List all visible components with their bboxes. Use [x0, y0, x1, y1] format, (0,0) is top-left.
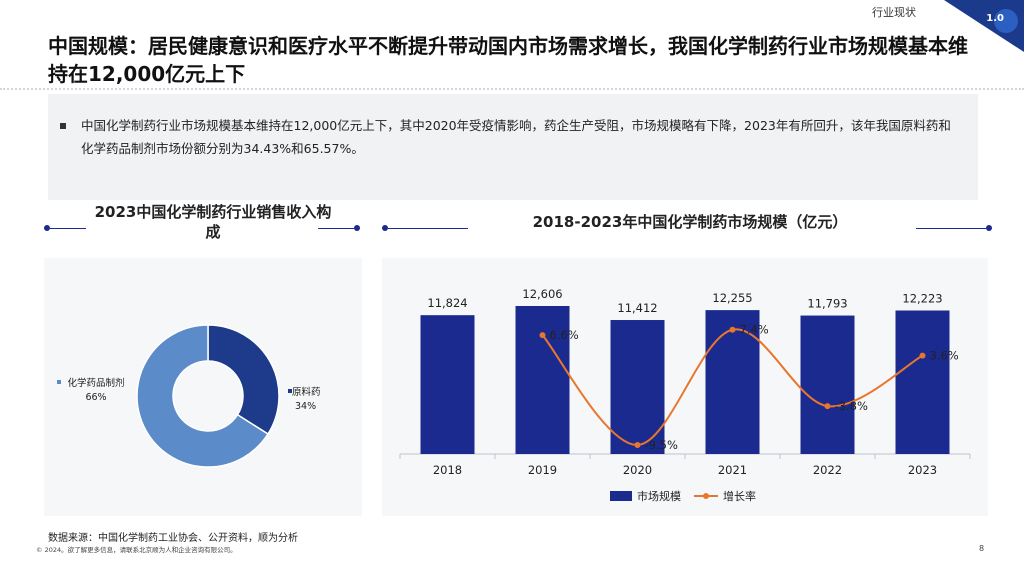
heading-dot-icon	[44, 225, 50, 231]
page-number: 8	[979, 544, 985, 553]
heading-dot-icon	[382, 225, 388, 231]
bar-chart-title: 2018-2023年中国化学制药市场规模（亿元）	[532, 213, 848, 231]
growth-label: 7.4%	[740, 323, 769, 337]
legend-swatch	[57, 380, 61, 384]
growth-label: 6.6%	[550, 328, 579, 342]
bar	[610, 320, 665, 454]
donut-chart-title: 2023中国化学制药行业销售收入构成	[94, 203, 332, 241]
growth-point	[539, 332, 546, 339]
section-badge: 1.0	[986, 13, 1004, 24]
growth-line	[541, 328, 923, 446]
growth-point	[634, 441, 641, 448]
donut-slice	[207, 324, 280, 436]
slice-label: 原料药	[292, 386, 321, 398]
legend-line-dot	[703, 493, 709, 499]
growth-label: 3.6%	[930, 349, 959, 363]
heading-line	[916, 228, 986, 229]
bar	[515, 306, 570, 454]
bar-panel: 11,824 2018 12,606 2019 11,412 2020 12,255 2021…	[382, 258, 988, 516]
growth-label: -9.5%	[645, 438, 678, 452]
bar-value-label: 11,412	[617, 301, 657, 315]
x-tick-label: 2018	[433, 463, 462, 477]
x-tick-label: 2023	[908, 463, 937, 477]
summary-text: 中国化学制药行业市场规模基本维持在12,000亿元上下，其中2020年受疫情影响…	[81, 118, 951, 156]
growth-point	[919, 352, 926, 359]
bar-value-label: 11,824	[427, 296, 467, 310]
heading-line	[388, 228, 468, 229]
legend-label: 增长率	[723, 489, 756, 503]
x-tick-label: 2021	[718, 463, 747, 477]
donut-panel: 原料药 34% 化学药品制剂 66%	[44, 258, 362, 516]
growth-label: -3.8%	[835, 399, 868, 413]
x-tick-label: 2020	[623, 463, 652, 477]
bar-value-label: 12,223	[902, 291, 942, 305]
summary-box: 中国化学制药行业市场规模基本维持在12,000亿元上下，其中2020年受疫情影响…	[48, 94, 978, 200]
slice-value: 34%	[295, 401, 316, 412]
slice-value: 66%	[85, 392, 106, 403]
x-tick-label: 2019	[528, 463, 557, 477]
bar	[420, 315, 475, 454]
divider	[0, 88, 1024, 90]
heading-line	[318, 228, 354, 229]
page-title: 中国规模：居民健康意识和医疗水平不断提升带动国内市场需求增长，我国化学制药行业市…	[48, 34, 968, 86]
heading-line	[50, 228, 86, 229]
legend-swatch	[288, 389, 292, 393]
section-tag: 行业现状	[872, 6, 916, 19]
bar-value-label: 12,606	[522, 287, 562, 301]
growth-point	[824, 403, 831, 410]
slice-label: 化学药品制剂	[67, 377, 124, 389]
bar-value-label: 12,255	[712, 291, 752, 305]
growth-point	[729, 326, 736, 333]
x-tick-label: 2022	[813, 463, 842, 477]
donut-chart: 原料药 34% 化学药品制剂 66%	[57, 324, 321, 468]
bullet-icon	[60, 123, 66, 129]
legend-label: 市场规模	[637, 489, 681, 503]
bar-line-chart: 11,824 2018 12,606 2019 11,412 2020 12,255 2021…	[399, 287, 971, 503]
copyright: © 2024。欲了解更多信息，请联系北京顺为人和企业咨询有限公司。	[36, 546, 237, 554]
bar-value-label: 11,793	[807, 297, 847, 311]
heading-dot-icon	[354, 225, 360, 231]
bar	[800, 315, 855, 454]
heading-dot-icon	[986, 225, 992, 231]
bar	[895, 310, 950, 454]
donut-slice	[136, 324, 269, 468]
legend-bar-swatch	[610, 491, 632, 501]
corner-decoration	[944, 0, 1024, 52]
data-source: 数据来源：中国化学制药工业协会、公开资料，顺为分析	[48, 533, 298, 544]
